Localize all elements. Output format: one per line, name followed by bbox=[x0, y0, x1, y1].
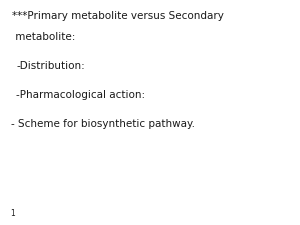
Text: 1: 1 bbox=[11, 209, 15, 218]
Text: ***Primary metabolite versus Secondary: ***Primary metabolite versus Secondary bbox=[12, 11, 224, 21]
Text: -Distribution:: -Distribution: bbox=[16, 61, 85, 71]
Text: -Pharmacological action:: -Pharmacological action: bbox=[16, 90, 146, 100]
Text: metabolite:: metabolite: bbox=[12, 32, 75, 41]
Text: - Scheme for biosynthetic pathway.: - Scheme for biosynthetic pathway. bbox=[11, 119, 194, 129]
